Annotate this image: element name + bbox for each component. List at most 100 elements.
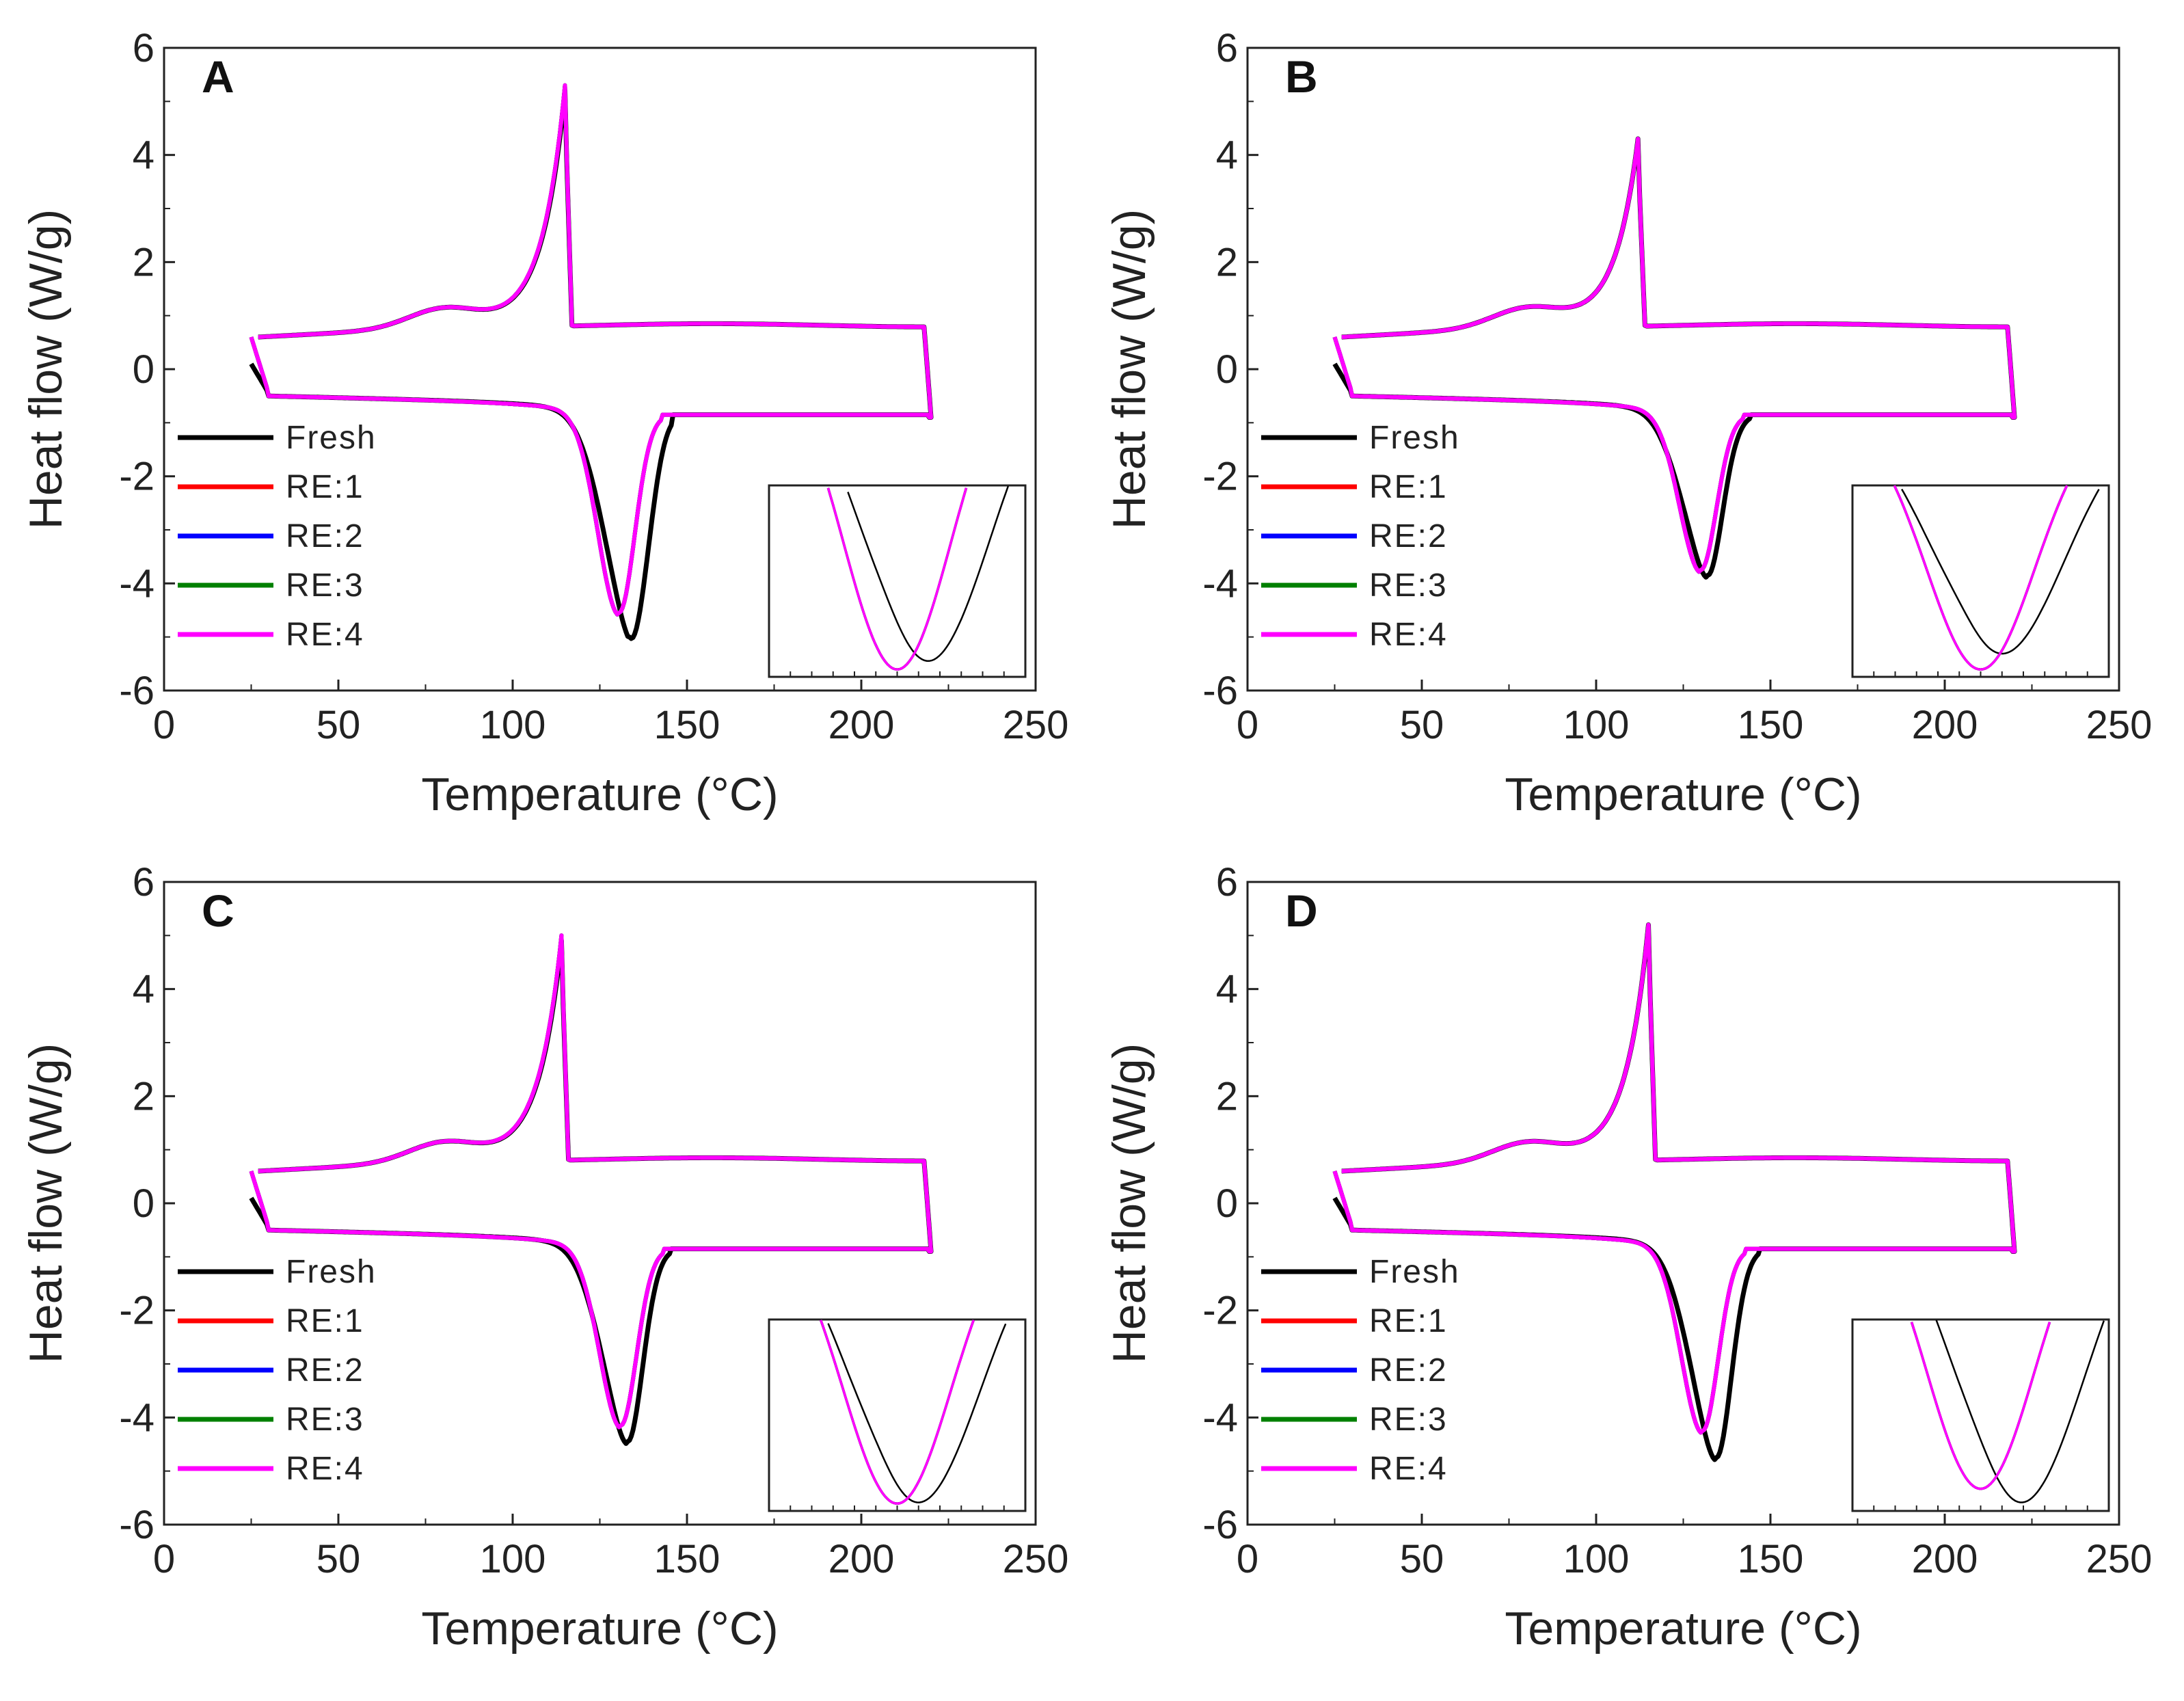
y-tick-label: 0 xyxy=(1216,347,1238,392)
y-tick-label: 2 xyxy=(133,240,154,284)
inset-series-line xyxy=(826,487,968,671)
inset-zoom xyxy=(768,1318,1027,1512)
series-line-re4 xyxy=(249,933,933,1430)
y-tick-label: -4 xyxy=(1202,1395,1238,1440)
y-tick-label: -2 xyxy=(119,455,154,499)
x-tick-label: 250 xyxy=(1003,703,1069,747)
legend-label: RE:1 xyxy=(1369,1303,1448,1339)
y-tick-label: -6 xyxy=(1202,669,1238,713)
x-tick-label: 100 xyxy=(480,1537,546,1581)
legend-label: RE:4 xyxy=(1369,617,1448,653)
y-tick-label: -4 xyxy=(119,561,154,606)
y-axis-title: Heat flow (W/g) xyxy=(20,209,72,530)
y-tick-label: 0 xyxy=(133,1181,154,1226)
y-tick-label: 4 xyxy=(133,967,154,1012)
x-tick-label: 50 xyxy=(316,703,361,747)
y-tick-label: 0 xyxy=(1216,1181,1238,1226)
legend-label: RE:1 xyxy=(286,469,364,505)
x-tick-label: 100 xyxy=(1563,703,1630,747)
chart-panel-A: 0 50 100 150 200 250 -6 -4 -2 0 2 4 6 Temperature (°C… xyxy=(20,26,1068,820)
x-tick-label: 0 xyxy=(1237,1537,1258,1581)
x-tick-label: 100 xyxy=(1563,1537,1630,1581)
y-axis-title: Heat flow (W/g) xyxy=(1103,209,1155,530)
y-tick-label: -4 xyxy=(1202,561,1238,606)
x-tick-label: 0 xyxy=(153,703,175,747)
inset-frame xyxy=(768,484,1027,678)
chart-panel-C: 0 50 100 150 200 250 -6 -4 -2 0 2 4 6 Temperature (°C… xyxy=(20,860,1068,1655)
legend-label: RE:2 xyxy=(1369,1352,1448,1389)
panel-label: B xyxy=(1285,51,1318,102)
x-tick-label: 250 xyxy=(2086,703,2153,747)
legend-label: RE:2 xyxy=(286,1352,364,1389)
legend-label: RE:4 xyxy=(1369,1451,1448,1487)
y-tick-label: -2 xyxy=(119,1289,154,1333)
y-axis-title: Heat flow (W/g) xyxy=(1103,1043,1155,1364)
y-tick-label: 4 xyxy=(133,133,154,178)
panel-label: C xyxy=(202,885,234,936)
inset-frame xyxy=(1851,484,2110,678)
y-tick-label: -2 xyxy=(1202,1289,1238,1333)
chart-panel-B: 0 50 100 150 200 250 -6 -4 -2 0 2 4 6 Temperature (°C… xyxy=(1103,26,2152,820)
y-tick-label: 6 xyxy=(133,860,154,905)
x-tick-label: 150 xyxy=(1738,703,1804,747)
legend-label: RE:3 xyxy=(286,1402,364,1438)
inset-zoom xyxy=(768,484,1027,678)
x-tick-label: 150 xyxy=(654,1537,720,1581)
legend-label: RE:4 xyxy=(286,1451,364,1487)
x-axis-title: Temperature (°C) xyxy=(421,768,778,820)
y-tick-label: -2 xyxy=(1202,455,1238,499)
legend-label: Fresh xyxy=(286,1254,377,1290)
series-line-re4 xyxy=(1332,137,2017,574)
inset-series-line xyxy=(847,485,1009,662)
legend-label: RE:1 xyxy=(286,1303,364,1339)
x-tick-label: 250 xyxy=(1003,1537,1069,1581)
inset-zoom xyxy=(1851,1318,2110,1512)
x-axis-title: Temperature (°C) xyxy=(421,1603,778,1655)
x-tick-label: 50 xyxy=(1400,1537,1444,1581)
x-tick-label: 200 xyxy=(1912,1537,1978,1581)
y-tick-label: 6 xyxy=(1216,26,1238,70)
x-tick-label: 100 xyxy=(480,703,546,747)
inset-series-line xyxy=(820,1320,975,1505)
y-tick-label: 0 xyxy=(133,347,154,392)
legend-label: RE:1 xyxy=(1369,469,1448,505)
legend-label: Fresh xyxy=(1369,1254,1460,1290)
x-tick-label: 50 xyxy=(316,1537,361,1581)
x-tick-label: 150 xyxy=(654,703,720,747)
x-tick-label: 200 xyxy=(828,1537,895,1581)
x-tick-label: 200 xyxy=(828,703,895,747)
series-line-re4 xyxy=(1332,922,2017,1435)
inset-frame xyxy=(1851,1318,2110,1512)
panel-label: A xyxy=(202,51,234,102)
legend-label: Fresh xyxy=(286,420,377,456)
legend-label: RE:2 xyxy=(1369,518,1448,554)
inset-series-line xyxy=(1893,485,2068,671)
y-tick-label: 2 xyxy=(1216,240,1238,284)
legend-label: RE:3 xyxy=(1369,567,1448,604)
y-axis-title: Heat flow (W/g) xyxy=(20,1043,72,1364)
y-tick-label: -6 xyxy=(119,669,154,713)
x-tick-label: 0 xyxy=(153,1537,175,1581)
inset-series-line xyxy=(1935,1320,2105,1503)
legend-label: RE:3 xyxy=(1369,1402,1448,1438)
y-tick-label: -6 xyxy=(1202,1503,1238,1547)
x-axis-title: Temperature (°C) xyxy=(1505,768,1861,820)
y-tick-label: 4 xyxy=(1216,133,1238,178)
y-tick-label: 6 xyxy=(1216,860,1238,905)
inset-frame xyxy=(768,1318,1027,1512)
legend-label: RE:3 xyxy=(286,567,364,604)
y-tick-label: -6 xyxy=(119,1503,154,1547)
x-tick-label: 50 xyxy=(1400,703,1444,747)
legend-label: RE:2 xyxy=(286,518,364,554)
legend-label: RE:4 xyxy=(286,617,364,653)
x-tick-label: 0 xyxy=(1237,703,1258,747)
y-tick-label: 2 xyxy=(133,1074,154,1119)
inset-zoom xyxy=(1851,484,2110,678)
inset-series-line xyxy=(827,1323,1007,1503)
chart-panel-D: 0 50 100 150 200 250 -6 -4 -2 0 2 4 6 Temperature (°C… xyxy=(1103,860,2152,1655)
y-tick-label: 4 xyxy=(1216,967,1238,1012)
x-tick-label: 200 xyxy=(1912,703,1978,747)
inset-series-line xyxy=(1910,1322,2051,1490)
x-tick-label: 150 xyxy=(1738,1537,1804,1581)
